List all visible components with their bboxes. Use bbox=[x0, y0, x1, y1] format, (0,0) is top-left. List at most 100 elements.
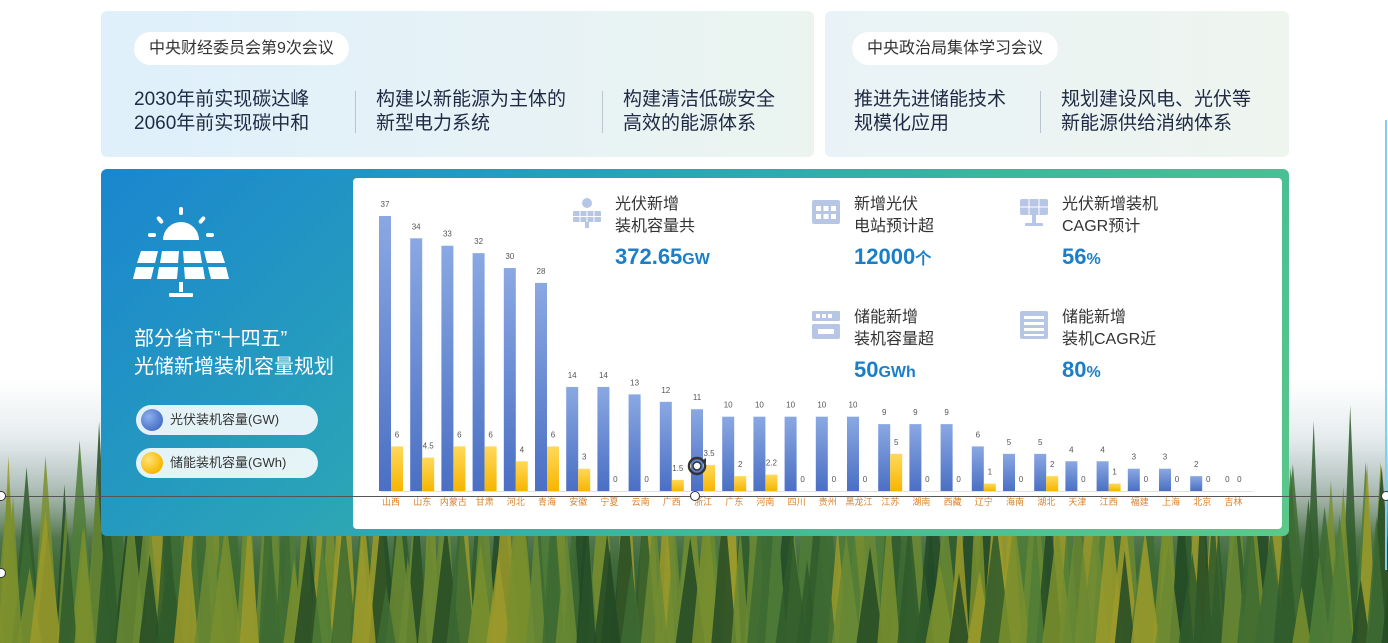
solar-panel-sun-icon bbox=[133, 207, 229, 297]
category-label-27: 吉林 bbox=[1224, 496, 1242, 507]
value-label-pv-18: 9 bbox=[944, 408, 949, 417]
goal-item-power-system: 构建以新能源为主体的 新型电力系统 bbox=[376, 89, 567, 134]
value-label-pv-19: 6 bbox=[976, 430, 981, 439]
value-label-pv-27: 0 bbox=[1225, 475, 1230, 484]
bar-pv-23 bbox=[1096, 461, 1109, 491]
resize-handle-middle[interactable] bbox=[690, 491, 700, 501]
bar-pv-20 bbox=[1003, 453, 1015, 491]
bar-storage-6 bbox=[578, 468, 591, 491]
value-label-pv-10: 11 bbox=[693, 393, 702, 402]
goal-item-energy-system: 构建清洁低碳安全 高效的能源体系 bbox=[623, 89, 776, 134]
value-label-storage-22: 0 bbox=[1081, 475, 1086, 484]
value-label-pv-1: 34 bbox=[412, 222, 421, 231]
capacity-bar-chart: 376山西344.5山东336内蒙古326甘肃304河北286青海143安徽14… bbox=[379, 200, 1253, 507]
bar-storage-23 bbox=[1108, 483, 1121, 491]
bar-pv-2 bbox=[441, 245, 454, 491]
stat-value: 372.65GW bbox=[615, 244, 710, 269]
category-label-9: 广西 bbox=[663, 496, 681, 507]
value-label-pv-11: 10 bbox=[724, 401, 733, 410]
resize-handle-right[interactable] bbox=[1381, 491, 1388, 501]
battery-storage-icon bbox=[812, 311, 840, 339]
goal-item-storage-tech: 推进先进储能技术 规模化应用 bbox=[854, 89, 1007, 134]
bar-storage-0 bbox=[391, 446, 403, 491]
category-label-19: 辽宁 bbox=[975, 496, 993, 507]
power-station-icon bbox=[812, 200, 840, 224]
category-label-8: 云南 bbox=[632, 496, 650, 507]
value-label-storage-11: 2 bbox=[738, 460, 743, 469]
value-label-pv-3: 32 bbox=[474, 237, 483, 246]
resize-handle-left[interactable] bbox=[0, 491, 6, 501]
bar-storage-16 bbox=[890, 453, 903, 491]
value-label-storage-23: 1 bbox=[1112, 468, 1117, 477]
value-label-pv-17: 9 bbox=[913, 408, 918, 417]
bar-pv-8 bbox=[628, 394, 641, 491]
value-label-storage-27: 0 bbox=[1237, 475, 1242, 484]
stat-value: 56% bbox=[1062, 244, 1101, 269]
goal-item-carbon: 2030年前实现碳达峰 2060年前实现碳中和 bbox=[134, 89, 310, 134]
category-label-20: 海南 bbox=[1006, 496, 1024, 507]
stat-value: 12000个 bbox=[854, 244, 932, 269]
category-label-14: 贵州 bbox=[819, 496, 837, 507]
bar-pv-11 bbox=[722, 416, 735, 491]
bar-pv-14 bbox=[815, 416, 828, 491]
bar-pv-0 bbox=[379, 216, 391, 491]
category-label-25: 上海 bbox=[1162, 496, 1180, 507]
value-label-pv-20: 5 bbox=[1007, 438, 1012, 447]
right-edge-line bbox=[1385, 120, 1387, 570]
value-label-storage-8: 0 bbox=[644, 475, 649, 484]
category-label-21: 湖北 bbox=[1037, 497, 1055, 507]
value-label-storage-14: 0 bbox=[832, 475, 837, 484]
value-label-pv-9: 12 bbox=[661, 386, 670, 395]
category-label-2: 内蒙古 bbox=[440, 496, 467, 507]
divider bbox=[602, 91, 603, 133]
bar-storage-2 bbox=[453, 446, 466, 491]
bar-storage-1 bbox=[422, 457, 435, 491]
category-label-11: 广东 bbox=[725, 496, 743, 507]
bar-storage-3 bbox=[484, 446, 497, 491]
meeting-pill-politburo: 中央政治局集体学习会议 bbox=[852, 32, 1059, 65]
goal-item-renewables: 规划建设风电、光伏等 新能源供给消纳体系 bbox=[1061, 89, 1252, 134]
value-label-storage-17: 0 bbox=[925, 475, 930, 484]
value-label-pv-6: 14 bbox=[568, 371, 577, 380]
bar-pv-1 bbox=[410, 238, 423, 491]
legend-dot-pv bbox=[141, 409, 163, 431]
value-label-pv-26: 2 bbox=[1194, 460, 1199, 469]
value-label-storage-25: 0 bbox=[1175, 475, 1180, 484]
bar-storage-4 bbox=[515, 461, 528, 491]
stat-value: 80% bbox=[1062, 357, 1101, 382]
resize-handle-bottom-left[interactable] bbox=[0, 568, 6, 578]
legend-item-storage: 储能装机容量(GWh) bbox=[136, 448, 318, 478]
category-label-3: 甘肃 bbox=[476, 496, 494, 507]
value-label-pv-21: 5 bbox=[1038, 438, 1043, 447]
solar-panel-icon bbox=[573, 198, 601, 228]
meeting-pill-finance: 中央财经委员会第9次会议 bbox=[134, 32, 349, 65]
bar-pv-19 bbox=[971, 446, 984, 491]
category-label-17: 湖南 bbox=[912, 496, 930, 507]
bar-pv-17 bbox=[909, 424, 922, 491]
bar-pv-13 bbox=[784, 416, 797, 491]
value-label-pv-14: 10 bbox=[817, 401, 826, 410]
value-label-pv-12: 10 bbox=[755, 401, 764, 410]
value-label-pv-2: 33 bbox=[443, 230, 452, 239]
value-label-storage-1: 4.5 bbox=[423, 442, 435, 451]
rotate-cursor-icon[interactable] bbox=[685, 454, 709, 478]
category-label-18: 西藏 bbox=[944, 496, 962, 507]
value-label-pv-7: 14 bbox=[599, 371, 608, 380]
bar-pv-24 bbox=[1127, 468, 1140, 491]
bar-storage-19 bbox=[983, 483, 996, 491]
bar-storage-5 bbox=[547, 446, 559, 491]
bar-pv-3 bbox=[472, 253, 485, 491]
category-label-6: 安徽 bbox=[569, 496, 587, 507]
category-label-0: 山西 bbox=[382, 497, 400, 507]
bar-pv-6 bbox=[566, 386, 579, 491]
value-label-storage-13: 0 bbox=[800, 475, 805, 484]
value-label-storage-26: 0 bbox=[1206, 475, 1211, 484]
value-label-storage-7: 0 bbox=[613, 475, 618, 484]
capacity-plan-panel: 部分省市“十四五” 光储新增装机容量规划 光伏装机容量(GW) 储能装机容量(G… bbox=[101, 169, 1289, 536]
category-label-24: 福建 bbox=[1131, 496, 1149, 507]
value-label-pv-15: 10 bbox=[849, 401, 858, 410]
bar-pv-18 bbox=[940, 424, 953, 491]
value-label-storage-4: 4 bbox=[520, 445, 525, 454]
solar-growth-icon bbox=[1020, 199, 1048, 226]
politburo-study-card: 中央政治局集体学习会议 推进先进储能技术 规模化应用 规划建设风电、光伏等 新能… bbox=[825, 11, 1289, 157]
